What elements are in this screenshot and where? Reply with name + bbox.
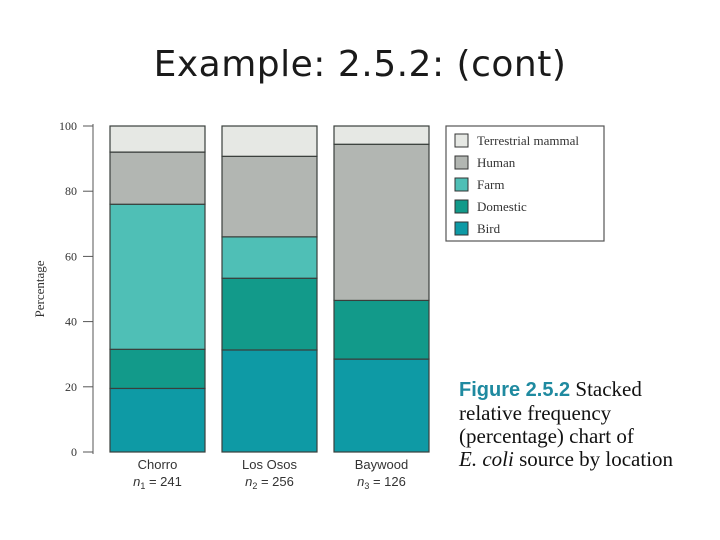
bar-segment-los-osos-human: [221, 155, 318, 238]
legend-swatch-human: [454, 155, 469, 170]
bar-segment-baywood-domestic: [333, 299, 430, 360]
caption-line1-rest: Stacked: [575, 377, 642, 401]
bars-group: [109, 125, 430, 453]
x-tick-label-los-osos: Los Osos: [242, 457, 297, 472]
y-axis: 0 20 40 60 80 100 Percentage: [32, 119, 94, 459]
legend-label-bird: Bird: [477, 221, 501, 236]
legend-label-terrestrial-mammal: Terrestrial mammal: [477, 133, 579, 148]
caption-line2: relative frequency: [459, 401, 612, 425]
bar-segment-baywood-bird: [333, 358, 430, 453]
caption-ecoli: E. coli: [459, 447, 514, 471]
x-axis-labels: Chorro n1 = 241 Los Osos n2 = 256 Baywood n3 …: [133, 457, 408, 491]
bar-segment-chorro-farm: [109, 203, 206, 350]
sample-size-baywood: n3 = 126: [357, 474, 406, 491]
bar-segment-chorro-terrestrial-mammal: [109, 125, 206, 153]
y-axis-title: Percentage: [32, 260, 47, 317]
bar-segment-los-osos-farm: [221, 236, 318, 279]
y-tick-label: 40: [65, 315, 77, 329]
legend-swatch-domestic: [454, 199, 469, 214]
bar-segment-los-osos-domestic: [221, 277, 318, 351]
y-tick-label: 100: [59, 119, 77, 133]
legend-box: [445, 125, 605, 242]
y-tick-label: 80: [65, 184, 77, 198]
bar-segment-baywood-terrestrial-mammal: [333, 125, 430, 145]
legend-swatch-bird: [454, 221, 469, 236]
bar-segment-chorro-human: [109, 151, 206, 205]
legend-swatch-terrestrial-mammal: [454, 133, 469, 148]
legend: Terrestrial mammal Human Farm Domestic Bird: [445, 125, 605, 242]
bar-segment-baywood-human: [333, 143, 430, 302]
caption-line4-rest: source by location: [519, 447, 674, 471]
bar-segment-los-osos-bird: [221, 349, 318, 453]
figure-caption: Figure 2.5.2 Stacked relative frequency …: [459, 378, 714, 471]
sample-size-los-osos: n2 = 256: [245, 474, 294, 491]
legend-swatch-farm: [454, 177, 469, 192]
slide-title: Example: 2.5.2: (cont): [153, 44, 567, 85]
y-tick-label: 20: [65, 380, 77, 394]
y-tick-label: 60: [65, 249, 77, 263]
bar-segment-chorro-bird: [109, 387, 206, 453]
caption-line3: (percentage) chart of: [459, 424, 634, 448]
bar-segment-los-osos-terrestrial-mammal: [221, 125, 318, 157]
figure-label: Figure 2.5.2: [459, 379, 571, 401]
bar-segment-chorro-domestic: [109, 348, 206, 390]
legend-label-human: Human: [477, 155, 516, 170]
legend-label-domestic: Domestic: [477, 199, 527, 214]
legend-label-farm: Farm: [477, 177, 504, 192]
sample-size-chorro: n1 = 241: [133, 474, 182, 491]
x-tick-label-chorro: Chorro: [138, 457, 178, 472]
x-tick-label-baywood: Baywood: [355, 457, 408, 472]
y-tick-label: 0: [71, 445, 77, 459]
